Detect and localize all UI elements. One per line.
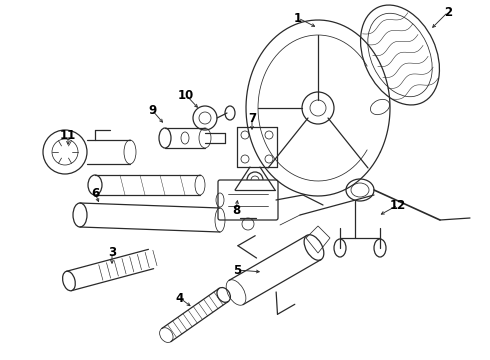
- Text: 3: 3: [108, 246, 116, 258]
- Text: 11: 11: [60, 129, 76, 141]
- Text: 9: 9: [148, 104, 156, 117]
- Text: 8: 8: [232, 203, 240, 216]
- Text: 6: 6: [91, 186, 99, 199]
- Text: 5: 5: [233, 264, 241, 276]
- Text: 1: 1: [294, 12, 302, 24]
- FancyBboxPatch shape: [218, 180, 278, 220]
- Text: 4: 4: [176, 292, 184, 305]
- Text: 7: 7: [248, 112, 256, 125]
- Text: 12: 12: [390, 198, 406, 212]
- Text: 2: 2: [444, 5, 452, 18]
- Text: 10: 10: [178, 89, 194, 102]
